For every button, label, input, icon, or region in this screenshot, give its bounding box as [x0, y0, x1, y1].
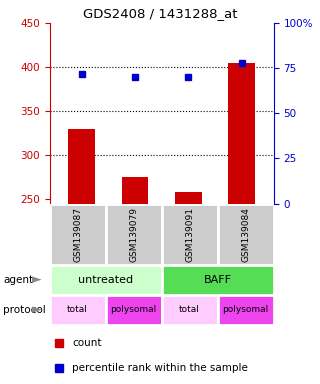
Text: polysomal: polysomal: [222, 305, 269, 314]
Bar: [218, 295, 274, 325]
Bar: [228, 63, 255, 204]
Bar: [175, 192, 202, 204]
Text: ►: ►: [32, 273, 42, 286]
Bar: [162, 295, 218, 325]
Text: agent: agent: [3, 275, 33, 285]
Text: GSM139084: GSM139084: [241, 207, 250, 262]
Bar: [162, 265, 274, 295]
Bar: [106, 295, 162, 325]
Bar: [68, 129, 95, 204]
Text: total: total: [179, 305, 200, 314]
Bar: [106, 204, 162, 265]
Text: protocol: protocol: [3, 305, 46, 315]
Text: GSM139079: GSM139079: [129, 207, 138, 262]
Bar: [218, 204, 274, 265]
Text: untreated: untreated: [78, 275, 133, 285]
Text: ►: ►: [32, 303, 42, 316]
Text: total: total: [67, 305, 88, 314]
Bar: [122, 177, 148, 204]
Text: GSM139087: GSM139087: [73, 207, 82, 262]
Text: BAFF: BAFF: [204, 275, 232, 285]
Text: GSM139091: GSM139091: [185, 207, 194, 262]
Bar: [50, 204, 106, 265]
Text: GDS2408 / 1431288_at: GDS2408 / 1431288_at: [83, 7, 237, 20]
Bar: [162, 204, 218, 265]
Text: percentile rank within the sample: percentile rank within the sample: [72, 363, 248, 373]
Text: polysomal: polysomal: [110, 305, 157, 314]
Bar: [50, 295, 106, 325]
Bar: [50, 265, 162, 295]
Text: count: count: [72, 338, 101, 348]
